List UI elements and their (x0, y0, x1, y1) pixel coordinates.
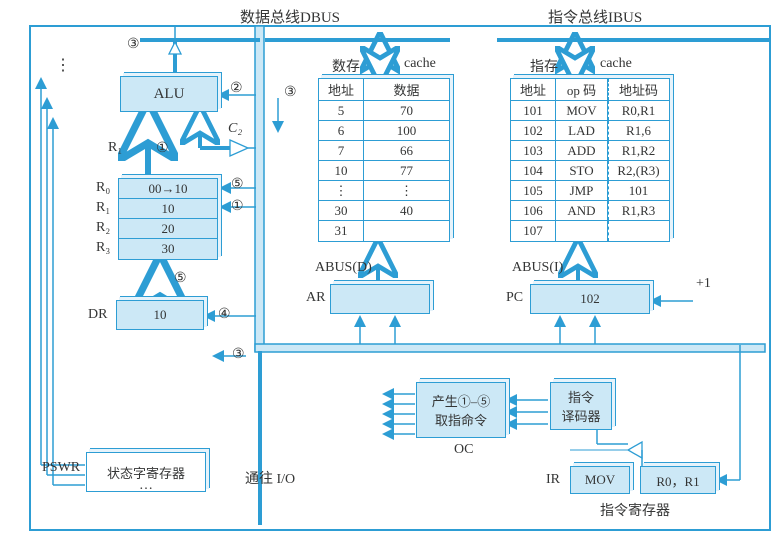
ibus-label: 指令总线IBUS (548, 6, 642, 27)
dec-l2: 译码器 (561, 406, 600, 425)
ir-caption: 指令寄存器 (600, 500, 670, 520)
reg-r0: 00→10 (119, 179, 217, 199)
pswr-label: PSWR (42, 460, 80, 476)
dc-cell: 70 (364, 101, 449, 120)
ic-cell: 107 (511, 221, 556, 241)
left-r1-label: R₁ (108, 140, 122, 156)
pc-label: PC (506, 290, 523, 306)
dbus-label: 数据总线DBUS (240, 6, 340, 27)
ic-cell: 102 (511, 121, 556, 140)
reg-r2: 20 (119, 219, 217, 239)
dr-label: DR (88, 307, 107, 323)
dc-cell: 6 (319, 121, 364, 140)
oc-block: 产生①–⑤ 取指命令 (416, 382, 506, 438)
ar-label: AR (306, 290, 325, 306)
ic-cell: JMP (556, 181, 608, 200)
ic-cell: 104 (511, 161, 556, 180)
ic-cell: 103 (511, 141, 556, 160)
ic-hdr-op: op 码 (556, 79, 608, 100)
ic-cell (608, 221, 668, 241)
dc-cell: 7 (319, 141, 364, 160)
abus-i-label: ABUS(I) (512, 260, 563, 276)
ic-cell: 101 (511, 101, 556, 120)
dec-l1: 指令 (568, 387, 594, 406)
dc-cell (364, 221, 449, 241)
ic-cell: LAD (556, 121, 608, 140)
ic-cell: R1,6 (608, 121, 668, 140)
reg-r1: 10 (119, 199, 217, 219)
dc-cell: 5 (319, 101, 364, 120)
data-cache-table: 地址 数据 570 6100 766 1077 ⋮⋮ 3040 31 (318, 78, 450, 242)
dc-cell: 31 (319, 221, 364, 241)
oc-line1: 产生①–⑤ (432, 391, 491, 410)
ic-cell: 101 (608, 181, 668, 200)
ic-cell: MOV (556, 101, 608, 120)
ic-cell: R0,R1 (608, 101, 668, 120)
dc-cell: 66 (364, 141, 449, 160)
ic-cell: R1,R3 (608, 201, 668, 220)
datacache-title-l: 数存 (332, 56, 360, 76)
dc-cell: 10 (319, 161, 364, 180)
plus1-label: +1 (696, 276, 711, 292)
decoder-block: 指令 译码器 (550, 382, 612, 430)
dc-cell: ⋮ (319, 181, 364, 200)
lbl-r2: R₂ (96, 220, 110, 236)
ic-hdr-addr: 地址 (511, 79, 556, 100)
num-2: ② (230, 80, 243, 97)
ar-block (330, 284, 430, 314)
pswr-block: 状态字寄存器 … (86, 452, 206, 492)
ir-op: MOV (570, 466, 630, 494)
lbl-r3: R₃ (96, 240, 110, 256)
io-label: 通往 I/O (245, 468, 295, 488)
dc-cell: 30 (319, 201, 364, 220)
abus-d-label: ABUS(D) (315, 260, 372, 276)
ic-hdr-ac: 地址码 (608, 79, 668, 100)
dc-hdr-data: 数据 (364, 79, 449, 100)
datacache-title-r: cache (404, 56, 436, 72)
lbl-r0: R₀ (96, 180, 110, 196)
num-5b: ⑤ (174, 270, 187, 287)
ic-cell: 105 (511, 181, 556, 200)
num-3c: ③ (232, 346, 245, 363)
ic-cell (556, 221, 608, 241)
num-4: ④ (218, 306, 231, 323)
lbl-r1: R₁ (96, 200, 110, 216)
num-3a: ③ (127, 36, 140, 53)
svg-text:⋮: ⋮ (55, 57, 71, 74)
dc-hdr-addr: 地址 (319, 79, 364, 100)
c2-label: C₂ (228, 121, 242, 137)
dr-block: 10 (116, 300, 204, 330)
register-file: 00→10 10 20 30 (118, 178, 218, 260)
oc-line2: 取指命令 (435, 410, 487, 429)
icache-title-r: cache (600, 56, 632, 72)
reg-r3: 30 (119, 239, 217, 259)
num-3b: ③ (284, 84, 297, 101)
dc-cell: 40 (364, 201, 449, 220)
ic-cell: AND (556, 201, 608, 220)
instr-cache-table: 地址 op 码 地址码 101MOVR0,R1 102LADR1,6 103AD… (510, 78, 670, 242)
ic-cell: 106 (511, 201, 556, 220)
ir-label: IR (546, 472, 560, 488)
alu-block: ALU (120, 76, 218, 112)
oc-label: OC (454, 442, 473, 458)
pc-block: 102 (530, 284, 650, 314)
ic-cell: ADD (556, 141, 608, 160)
ic-cell: R2,(R3) (608, 161, 668, 180)
num-1a: ① (156, 140, 169, 157)
dc-cell: 100 (364, 121, 449, 140)
dc-cell: ⋮ (364, 181, 449, 200)
dc-cell: 77 (364, 161, 449, 180)
icache-title-l: 指存 (530, 56, 558, 76)
ic-cell: R1,R2 (608, 141, 668, 160)
num-5a: ⑤ (231, 176, 244, 193)
ic-cell: STO (556, 161, 608, 180)
ir-operands: R0，R1 (640, 466, 716, 494)
num-1b: ① (231, 198, 244, 215)
